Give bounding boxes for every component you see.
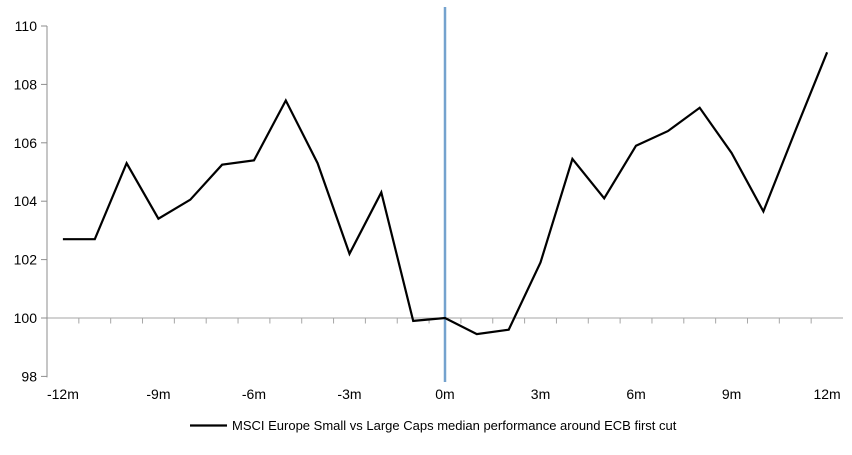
y-axis-tick-label: 98 xyxy=(21,368,37,384)
x-axis-tick-label: 9m xyxy=(722,386,741,402)
legend-label: MSCI Europe Small vs Large Caps median p… xyxy=(232,418,677,433)
legend: MSCI Europe Small vs Large Caps median p… xyxy=(190,418,677,433)
y-axis-tick-label: 106 xyxy=(14,135,38,151)
x-axis-tick-label: -12m xyxy=(47,386,79,402)
y-axis-tick-label: 104 xyxy=(14,193,38,209)
y-axis-tick-label: 100 xyxy=(14,310,38,326)
axis-label-layer: 110 108 106 104 102 100 98 -12m -9m -6m -3m 0m 3m 6m 9… xyxy=(14,18,841,402)
x-axis-tick-label: 6m xyxy=(626,386,645,402)
x-axis-tick-label: 3m xyxy=(531,386,550,402)
y-axis-tick-label: 108 xyxy=(14,76,38,92)
y-axis-tick-label: 102 xyxy=(14,252,38,268)
axis-layer xyxy=(41,25,48,378)
series-line xyxy=(62,51,829,336)
series-layer xyxy=(62,51,829,336)
x-axis-tick-label: -9m xyxy=(146,386,170,402)
y-axis-tick-label: 110 xyxy=(15,18,38,34)
x-axis-tick-label: 12m xyxy=(813,386,840,402)
x-axis-tick-label: 0m xyxy=(435,386,454,402)
x-axis-tick-label: -6m xyxy=(242,386,266,402)
x-axis-tick-label: -3m xyxy=(337,386,361,402)
